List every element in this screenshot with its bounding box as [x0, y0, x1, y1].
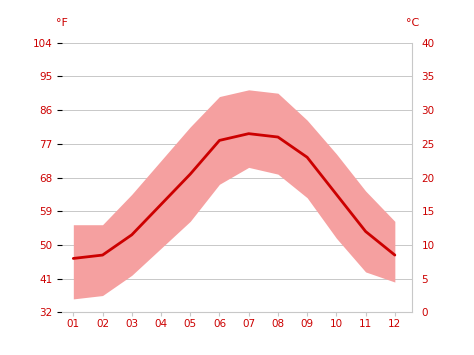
- Text: °F: °F: [55, 18, 68, 28]
- Text: °C: °C: [406, 18, 419, 28]
